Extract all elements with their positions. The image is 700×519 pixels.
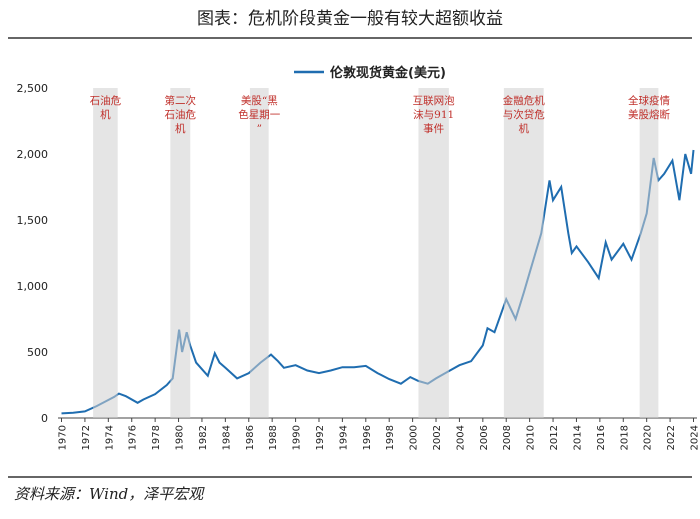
crisis-shade: [639, 88, 659, 418]
crisis-label: 与次贷危: [503, 108, 545, 121]
x-tick-label: 1990: [292, 425, 303, 450]
x-tick-label: 2006: [479, 425, 490, 450]
crisis-label: 机: [175, 122, 186, 135]
x-tick-label: 1996: [362, 425, 373, 450]
x-tick-label: 1974: [104, 425, 115, 450]
source: 资料来源：Wind，泽平宏观: [14, 485, 205, 503]
x-tick-label: 2016: [596, 425, 607, 450]
crisis-label: 石油危: [165, 108, 197, 121]
gold-line: [61, 149, 695, 415]
x-tick-label: 2004: [455, 425, 466, 450]
crisis-label: 第二次: [165, 94, 197, 107]
crisis-label: 事件: [423, 122, 444, 135]
x-tick-label: 1998: [385, 425, 396, 450]
crisis-label: 美股熔断: [628, 108, 670, 121]
x-tick-label: 1986: [245, 425, 256, 450]
chart-title: 图表：危机阶段黄金一般有较大超额收益: [197, 9, 503, 29]
x-tick-label: 2018: [619, 425, 630, 450]
crisis-label: 互联网泡: [413, 94, 455, 107]
x-tick-label: 1994: [338, 425, 349, 450]
crisis-label: 沫与911: [413, 109, 454, 121]
crisis-label: 机: [100, 108, 111, 121]
x-tick-label: 2014: [572, 425, 583, 450]
crisis-label: 美股“黑: [241, 94, 278, 107]
x-tick-label: 1976: [128, 425, 139, 450]
x-tick-label: 2022: [666, 425, 677, 450]
x-tick-label: 1992: [315, 425, 326, 450]
crisis-label: 金融危机: [503, 94, 545, 107]
crisis-label: 色星期一: [238, 108, 280, 121]
crisis-shade: [249, 88, 269, 418]
y-tick-label: 0: [41, 412, 48, 425]
x-tick-label: 2008: [502, 425, 513, 450]
crisis-label: 石油危: [90, 94, 122, 107]
y-tick-label: 1,500: [17, 214, 49, 227]
crisis-shade: [503, 88, 544, 418]
x-tick-label: 1980: [175, 425, 186, 450]
crisis-label: 机: [519, 122, 530, 135]
x-tick-label: 1984: [221, 425, 232, 450]
y-tick-label: 2,000: [17, 148, 49, 161]
x-tick-label: 2012: [549, 425, 560, 450]
x-tick-label: 2002: [432, 425, 443, 450]
crisis-shade: [418, 88, 449, 418]
x-tick-label: 2024: [689, 425, 700, 450]
legend-label: 伦敦现货黄金(美元): [330, 65, 446, 81]
y-tick-label: 1,000: [17, 280, 49, 293]
x-tick-label: 1982: [198, 425, 209, 450]
y-tick-label: 2,500: [17, 82, 49, 95]
crisis-shade: [93, 88, 118, 418]
x-tick-label: 2020: [643, 425, 654, 450]
crisis-label: 全球疫情: [628, 94, 670, 107]
x-tick-label: 1978: [151, 425, 162, 450]
x-tick-label: 1972: [81, 425, 92, 450]
y-tick-label: 500: [27, 346, 48, 359]
crisis-label: ”: [257, 123, 262, 135]
x-tick-label: 1988: [268, 425, 279, 450]
crisis-shade: [170, 88, 191, 418]
x-tick-label: 2000: [409, 425, 420, 450]
x-tick-label: 1970: [58, 425, 69, 450]
x-tick-label: 2010: [526, 425, 537, 450]
